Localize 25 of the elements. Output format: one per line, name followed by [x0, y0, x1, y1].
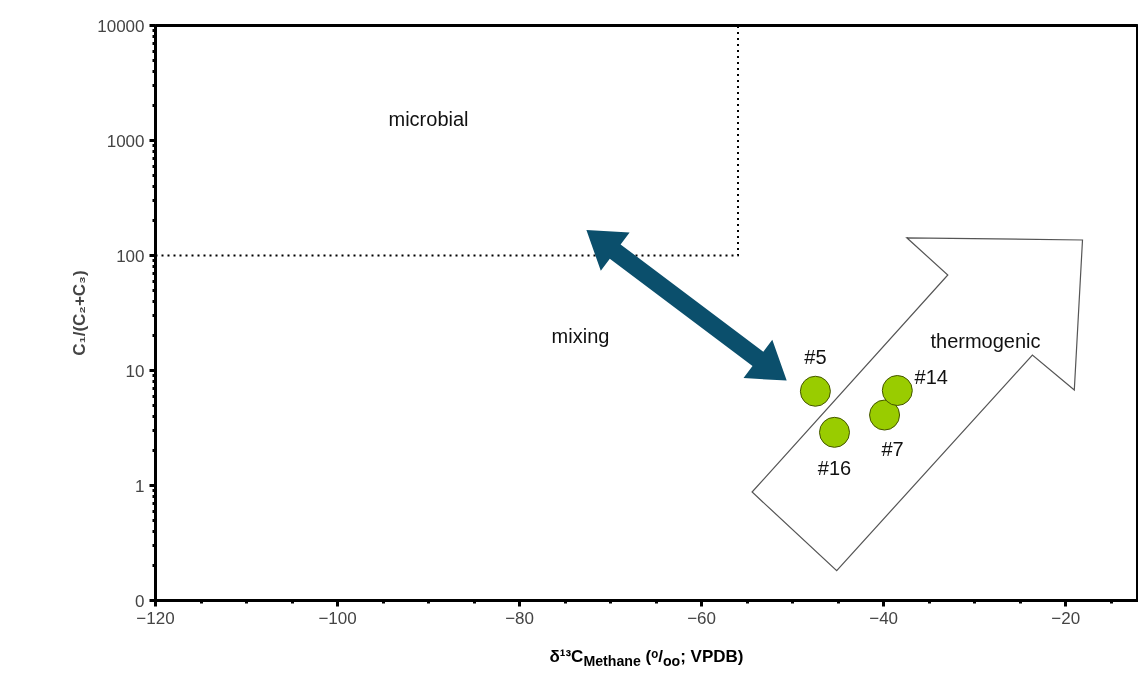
y-tick-label: 1000 — [106, 131, 145, 151]
point — [819, 416, 850, 448]
x-tick-label: −60 — [687, 608, 717, 628]
series-label: #16 — [817, 457, 852, 480]
y-tick-label: 100 — [116, 246, 145, 266]
y-tick-label: 1 — [135, 476, 145, 496]
x-tick-label: −40 — [869, 608, 899, 628]
y-tick-label: 10000 — [97, 16, 145, 36]
x-axis-title: δ¹³C$_{Methane}$ (ᵒ/$_{oo}$; VPDB) — [548, 646, 745, 672]
series-label: #5 — [804, 346, 827, 369]
x-tick-label: −100 — [318, 608, 357, 628]
x-tick-label: −120 — [136, 608, 175, 628]
annotation: mixing — [551, 324, 610, 347]
point — [881, 375, 913, 406]
annotation: microbial — [388, 107, 469, 130]
series-label: #14 — [914, 365, 948, 388]
series-label: #7 — [881, 438, 904, 461]
point — [869, 399, 901, 431]
y-axis-title: C₁/(C₂+C₃) — [70, 270, 90, 356]
point — [799, 375, 831, 407]
x-tick-label: −20 — [1051, 608, 1081, 628]
y-tick-label: 0 — [135, 591, 145, 611]
y-tick-label: 10 — [125, 361, 145, 381]
x-tick-label: −80 — [505, 608, 534, 628]
annotation: thermogenic — [930, 329, 1041, 352]
